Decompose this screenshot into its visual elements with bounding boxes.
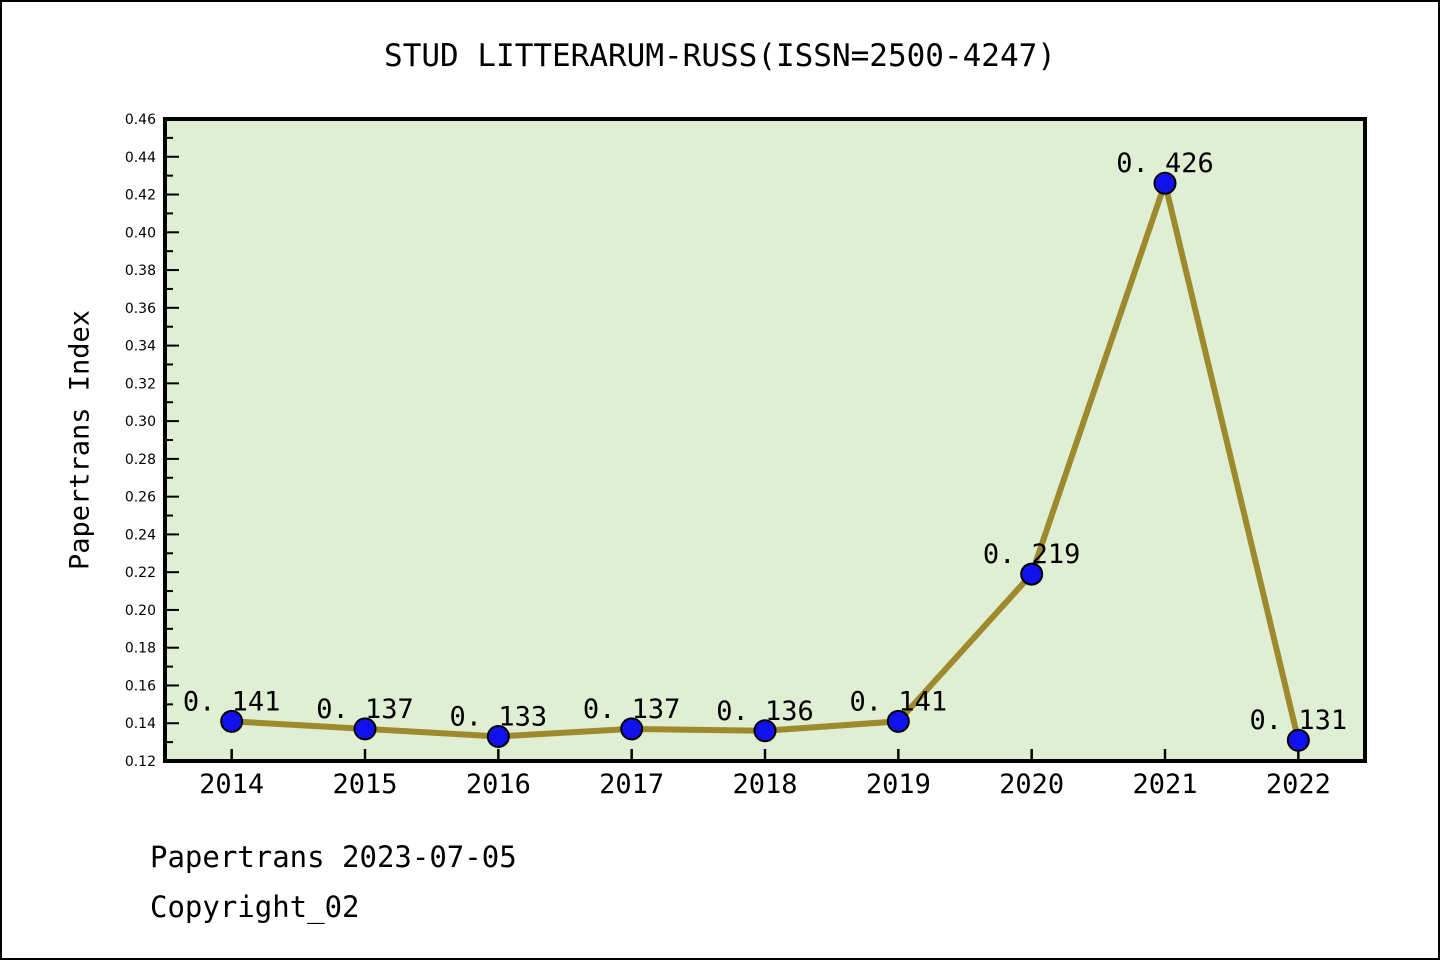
data-point-marker [1153, 171, 1177, 195]
y-tick-label: 0.16 [125, 678, 156, 694]
plot-area [165, 119, 1365, 761]
data-point-label: 0. 131 [1250, 705, 1348, 736]
x-tick-label: 2016 [466, 769, 531, 800]
plot-border [163, 117, 1367, 763]
y-tick-label: 0.18 [125, 641, 156, 657]
data-point-label: 0. 219 [983, 539, 1081, 570]
y-tick-label: 0.34 [125, 339, 156, 355]
x-tick-label: 2021 [1132, 769, 1197, 800]
data-point-label: 0. 426 [1116, 148, 1214, 179]
y-tick-label: 0.42 [125, 188, 156, 204]
x-tick-label: 2015 [332, 769, 397, 800]
x-tick-label: 2022 [1266, 769, 1331, 800]
y-tick-label: 0.24 [125, 527, 156, 543]
y-tick-label: 0.32 [125, 376, 156, 392]
data-point-label: 0. 137 [583, 694, 681, 725]
data-point-marker [886, 709, 910, 733]
y-tick-label: 0.28 [125, 452, 156, 468]
y-tick-label: 0.44 [125, 150, 156, 166]
data-point-marker [620, 717, 644, 741]
data-point-label: 0. 141 [183, 686, 281, 717]
x-tick-label: 2020 [999, 769, 1064, 800]
y-tick-label: 0.14 [125, 716, 156, 732]
y-tick-label: 0.12 [125, 754, 156, 770]
chart-title: STUD LITTERARUM-RUSS(ISSN=2500-4247) [384, 38, 1056, 74]
x-tick-label: 2017 [599, 769, 664, 800]
y-tick-label: 0.40 [125, 225, 156, 241]
data-point-label: 0. 136 [716, 696, 814, 727]
x-tick-label: 2018 [732, 769, 797, 800]
y-tick-label: 0.20 [125, 603, 156, 619]
y-tick-label: 0.36 [125, 301, 156, 317]
data-point-label: 0. 141 [850, 686, 948, 717]
x-tick-label: 2014 [199, 769, 264, 800]
data-point-label: 0. 133 [450, 701, 548, 732]
y-tick-label: 0.30 [125, 414, 156, 430]
y-tick-label: 0.26 [125, 490, 156, 506]
y-tick-label: 0.22 [125, 565, 156, 581]
data-point-marker [1020, 562, 1044, 586]
data-point-marker [220, 709, 244, 733]
data-point-marker [353, 717, 377, 741]
y-tick-label: 0.46 [125, 112, 156, 128]
footer-copyright-text: Copyright_02 [150, 890, 360, 924]
footer-source-text: Papertrans 2023-07-05 [150, 840, 517, 874]
data-point-marker [486, 724, 510, 748]
data-point-label: 0. 137 [316, 694, 414, 725]
y-tick-label: 0.38 [125, 263, 156, 279]
x-tick-label: 2019 [866, 769, 931, 800]
data-point-marker [753, 719, 777, 743]
data-point-marker [1286, 728, 1310, 752]
